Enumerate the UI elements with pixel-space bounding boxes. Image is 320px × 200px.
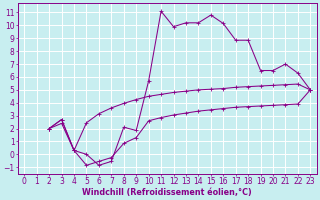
X-axis label: Windchill (Refroidissement éolien,°C): Windchill (Refroidissement éolien,°C) [83, 188, 252, 197]
